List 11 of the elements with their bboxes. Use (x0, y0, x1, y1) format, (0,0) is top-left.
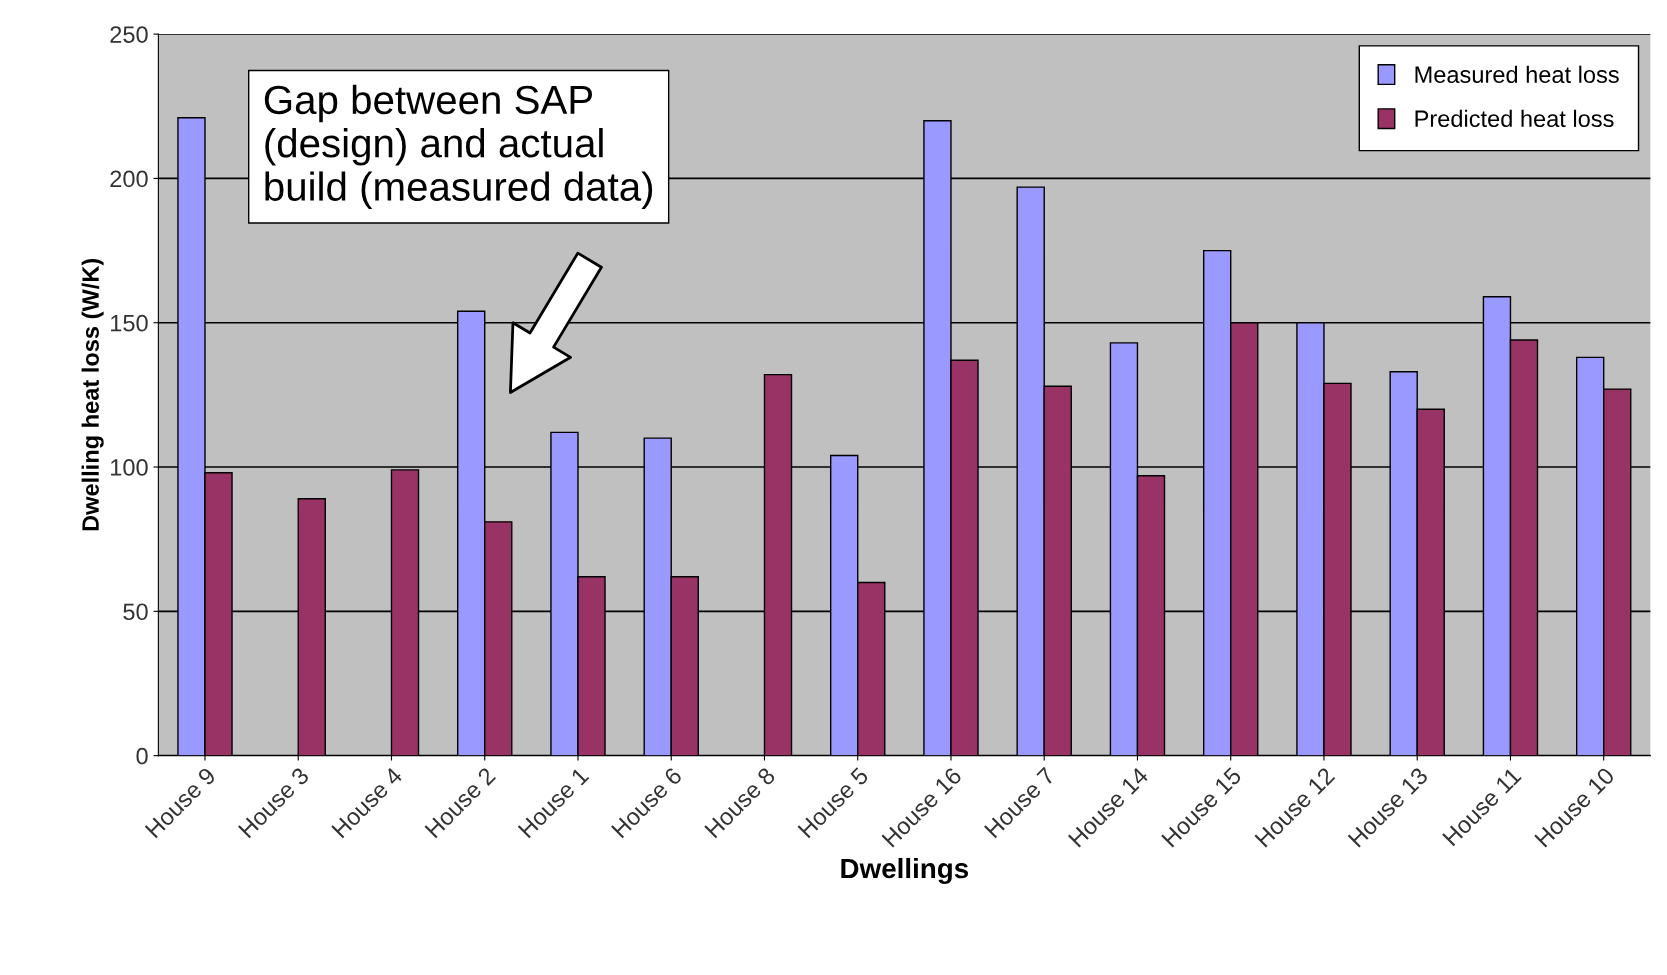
legend-label: Predicted heat loss (1415, 109, 1614, 128)
y-tick-label: 100 (111, 459, 148, 476)
y-tick-label: 150 (111, 314, 148, 332)
y-axis-title: Dwelling heat loss (W/K) (81, 258, 104, 531)
y-tick-label: 200 (110, 170, 148, 188)
legend-label: Measured heat loss (1415, 65, 1619, 83)
y-tick-label: 50 (123, 603, 148, 621)
y-tick-label: 0 (136, 747, 148, 765)
annotation: Gap between SAP (design) and actual build (measured data) (264, 84, 653, 209)
x-axis-title: Dwellings (841, 857, 969, 884)
y-tick-label: 250 (110, 26, 148, 43)
